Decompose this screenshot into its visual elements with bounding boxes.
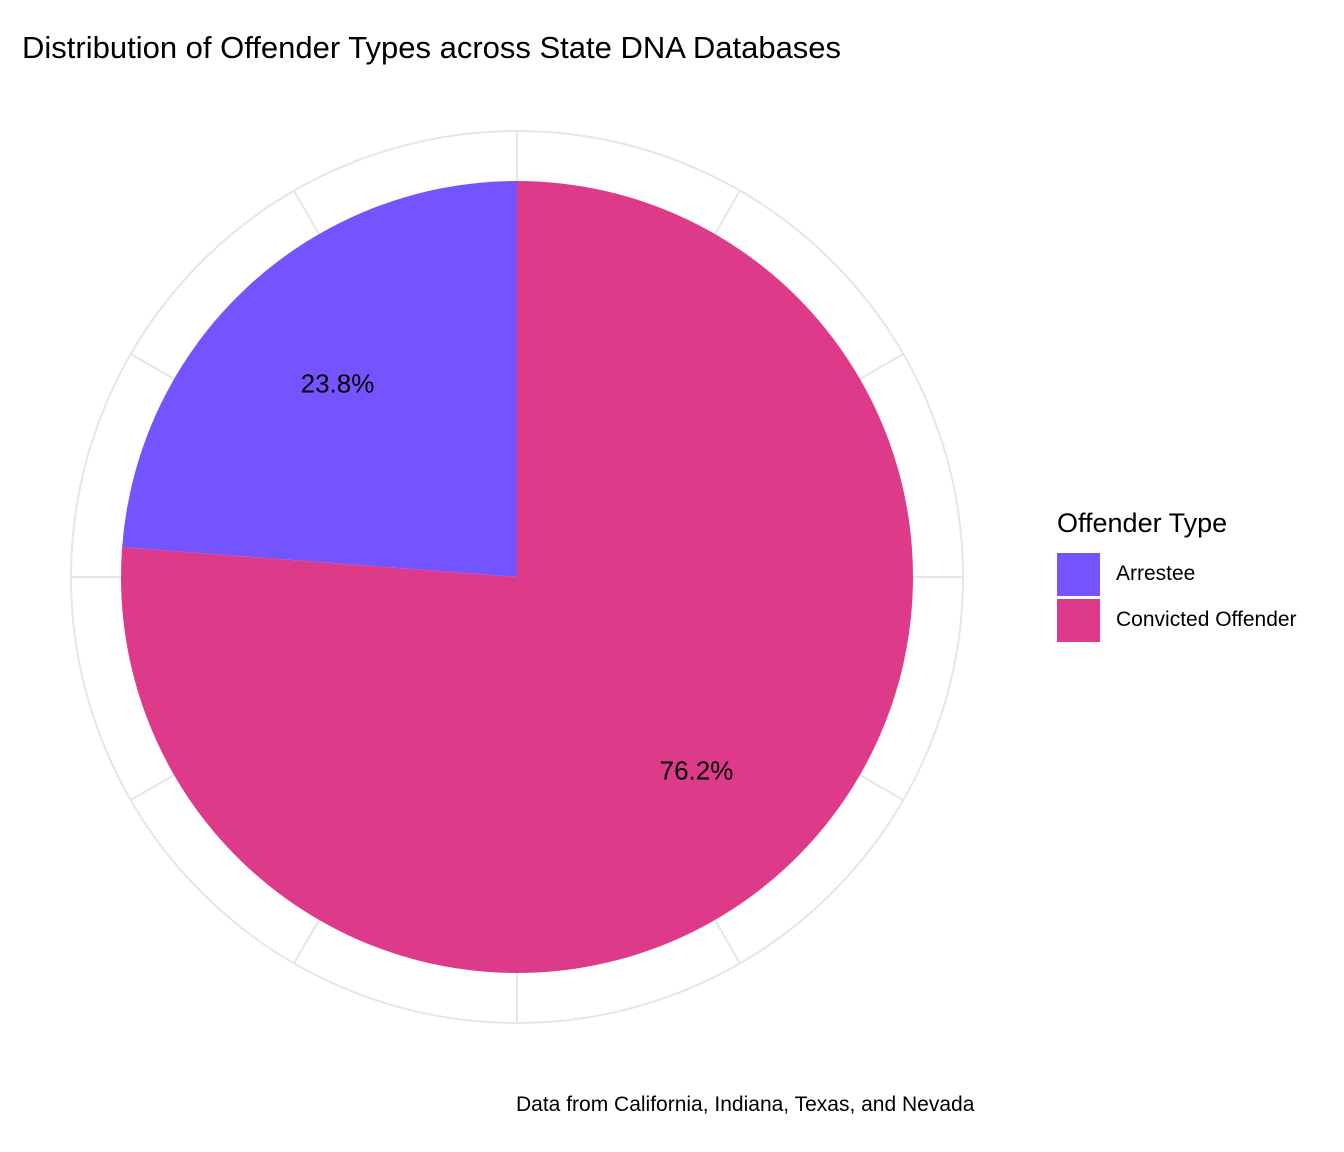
pie-slices [121,181,913,973]
slice-arrestee [122,181,518,577]
chart-title: Distribution of Offender Types across St… [22,30,842,65]
grid-spoke [293,190,320,235]
chart-caption: Data from California, Indiana, Texas, an… [516,1093,975,1116]
slice-convicted-offender [121,181,913,973]
slice-labels: 23.8% 76.2% [301,368,734,785]
legend: Offender Type Arrestee Convicted Offende… [1057,508,1297,643]
slice-label-arrestee: 23.8% [301,368,375,398]
grid-spoke [130,353,175,380]
grid-spoke [859,353,904,380]
grid-spoke [859,774,904,801]
legend-label-arrestee: Arrestee [1116,562,1196,585]
legend-title: Offender Type [1057,508,1228,538]
legend-key-arrestee [1057,552,1100,596]
slice-label-convicted-offender: 76.2% [660,756,734,786]
polar-grid [70,130,964,1024]
legend-key-convicted-offender [1057,598,1100,642]
grid-spoke [714,919,741,964]
grid-spoke [293,919,320,964]
legend-item-arrestee: Arrestee [1057,551,1297,597]
legend-item-convicted-offender: Convicted Offender [1057,597,1297,643]
grid-spoke [714,190,741,235]
legend-label-convicted-offender: Convicted Offender [1116,608,1297,631]
grid-spoke [130,774,175,801]
